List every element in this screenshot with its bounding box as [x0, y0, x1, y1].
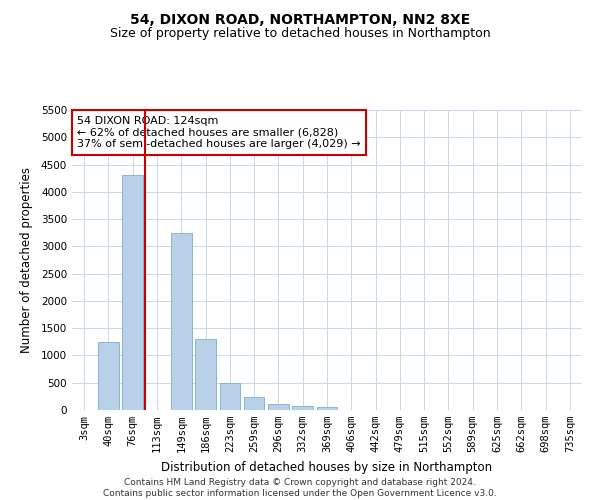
Bar	[220, 382, 240, 410]
Bar	[98, 342, 119, 410]
Text: 54 DIXON ROAD: 124sqm
← 62% of detached houses are smaller (6,828)
37% of semi-d: 54 DIXON ROAD: 124sqm ← 62% of detached …	[77, 116, 361, 149]
Bar	[317, 406, 337, 410]
Bar	[171, 232, 191, 410]
Bar	[195, 339, 216, 410]
Bar	[244, 398, 265, 410]
Text: Size of property relative to detached houses in Northampton: Size of property relative to detached ho…	[110, 28, 490, 40]
Text: Contains HM Land Registry data © Crown copyright and database right 2024.
Contai: Contains HM Land Registry data © Crown c…	[103, 478, 497, 498]
Bar	[268, 404, 289, 410]
Bar	[122, 176, 143, 410]
Y-axis label: Number of detached properties: Number of detached properties	[20, 167, 32, 353]
Bar	[292, 406, 313, 410]
Text: 54, DIXON ROAD, NORTHAMPTON, NN2 8XE: 54, DIXON ROAD, NORTHAMPTON, NN2 8XE	[130, 12, 470, 26]
X-axis label: Distribution of detached houses by size in Northampton: Distribution of detached houses by size …	[161, 460, 493, 473]
